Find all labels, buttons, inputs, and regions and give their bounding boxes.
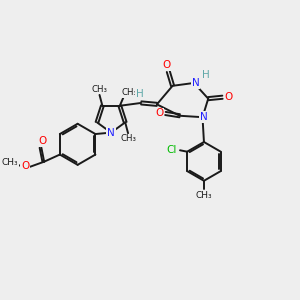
Text: CH₃: CH₃: [121, 88, 137, 97]
Text: O: O: [155, 109, 163, 118]
Text: H: H: [202, 70, 210, 80]
Text: N: N: [107, 128, 115, 138]
Text: CH₃: CH₃: [196, 191, 212, 200]
Text: CH₃: CH₃: [92, 85, 107, 94]
Text: CH₃: CH₃: [2, 158, 18, 167]
Text: O: O: [21, 161, 29, 171]
Text: Cl: Cl: [167, 145, 177, 155]
Text: O: O: [39, 136, 47, 146]
Text: N: N: [191, 78, 199, 88]
Text: H: H: [136, 89, 144, 99]
Text: N: N: [200, 112, 208, 122]
Text: CH₃: CH₃: [120, 134, 136, 143]
Text: O: O: [225, 92, 233, 102]
Text: O: O: [163, 60, 171, 70]
